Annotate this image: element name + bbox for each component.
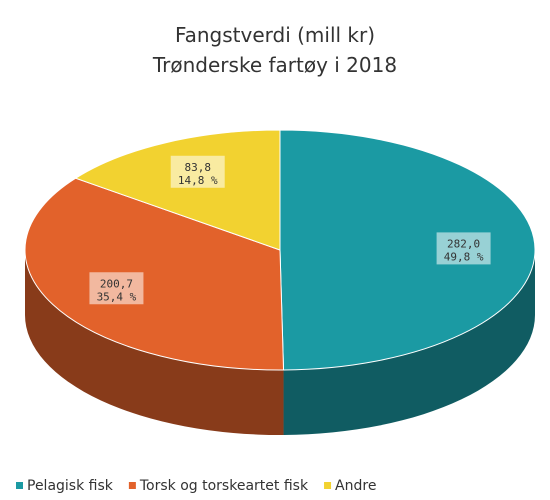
label-box	[170, 155, 225, 188]
label-box	[89, 272, 144, 305]
legend-swatch	[128, 482, 136, 489]
legend-label: Andre	[335, 478, 376, 494]
slice-side	[283, 250, 535, 435]
legend-swatch	[324, 482, 332, 489]
percent-label: 14,8 %	[178, 174, 218, 187]
legend-label: Torsk og torskeartet fisk	[139, 478, 309, 494]
percent-label: 49,8 %	[444, 250, 484, 263]
pie-slice	[74, 129, 281, 251]
pie-slice	[279, 129, 536, 371]
pie-slice	[24, 177, 285, 371]
data-label: 83,8	[184, 161, 211, 174]
percent-label: 35,4 %	[97, 290, 137, 303]
data-label: 200,7	[100, 277, 133, 290]
chart-subtitle: Trønderske fartøy i 2018	[152, 53, 397, 77]
chart-title: Fangstverdi (mill kr)	[175, 23, 375, 47]
legend-swatch	[16, 482, 23, 489]
legend: Pelagisk fisk Torsk og torskeartet fisk An…	[16, 478, 376, 494]
label-box	[436, 232, 491, 265]
legend-label: Pelagisk fisk	[27, 478, 114, 494]
slice-side	[25, 250, 284, 435]
data-label: 282,0	[447, 237, 480, 250]
